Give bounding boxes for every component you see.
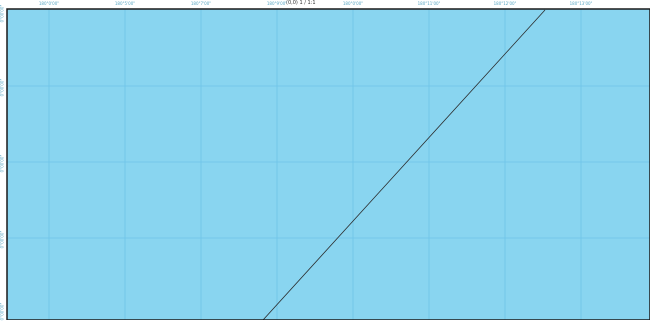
longitude-label: 180°13'00"	[569, 1, 593, 6]
water-area	[7, 9, 650, 320]
longitude-label: 180°7'00"	[190, 1, 212, 6]
longitude-label: 180°12'00"	[493, 1, 517, 6]
longitude-label: 180°5'00"	[114, 1, 136, 6]
graticule-grid	[7, 9, 650, 320]
longitude-label: 180°0'00"	[38, 1, 60, 6]
latitude-label: 0°00'00"	[0, 4, 5, 23]
latitude-label: 0°00'00"	[0, 302, 5, 321]
longitude-label: 180°11'00"	[417, 1, 441, 6]
latitude-label: 0°00'00"	[0, 78, 5, 97]
zoom-label: (0,0) 1 / 1:1	[286, 0, 316, 6]
latitude-label: 0°00'00"	[0, 230, 5, 249]
latitude-label: 0°00'00"	[0, 154, 5, 173]
longitude-label: 180°0'00"	[342, 1, 364, 6]
longitude-label: 180°9'00"	[266, 1, 288, 6]
track-line	[262, 9, 546, 321]
